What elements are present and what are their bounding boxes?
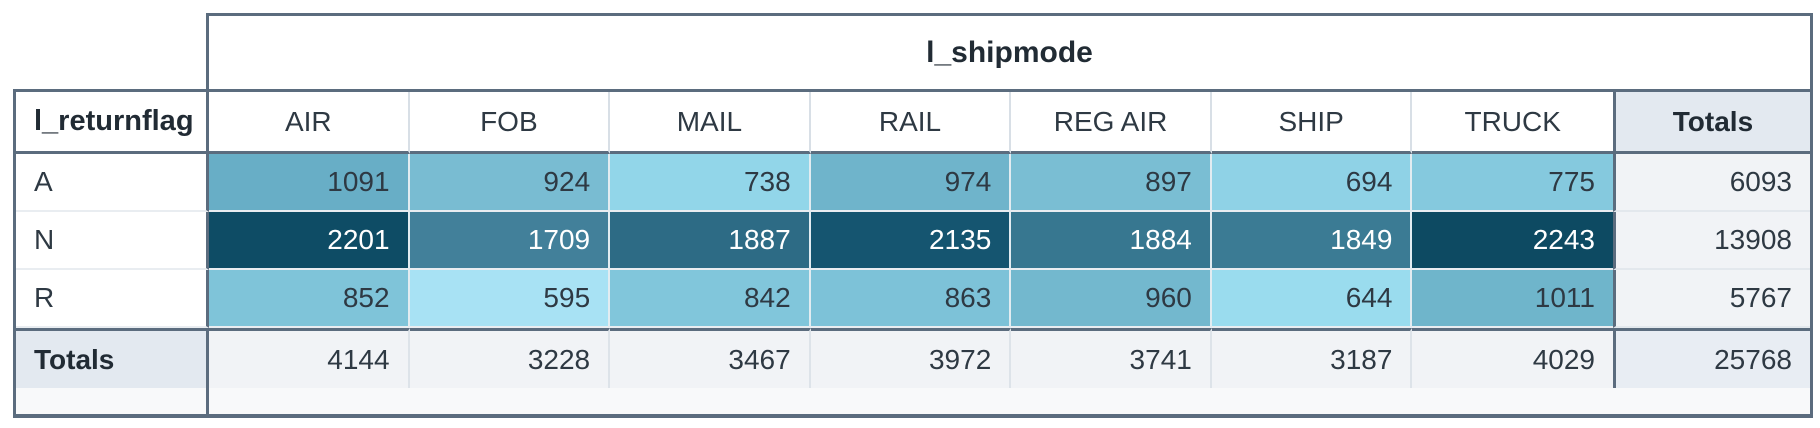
cell-n-total[interactable]: 13908: [1612, 212, 1810, 270]
cell-a-mail[interactable]: 738: [610, 154, 811, 212]
column-header-ship[interactable]: SHIP: [1211, 92, 1413, 154]
cell-r-mail[interactable]: 842: [610, 270, 811, 328]
corner-spacer: [13, 13, 206, 89]
column-header-air[interactable]: AIR: [209, 92, 410, 154]
cell-r-rail[interactable]: 863: [810, 270, 1012, 328]
column-header-fob[interactable]: FOB: [409, 92, 611, 154]
cell-r-truck[interactable]: 1011: [1412, 270, 1613, 328]
cell-a-total[interactable]: 6093: [1612, 154, 1810, 212]
cell-a-reg-air[interactable]: 897: [1011, 154, 1212, 212]
cell-a-ship[interactable]: 694: [1211, 154, 1413, 212]
column-dimension-row: l_shipmode: [13, 13, 1813, 89]
cell-n-reg-air[interactable]: 1884: [1011, 212, 1212, 270]
pivot-grid: l_returnflag AIR FOB MAIL RAIL REG AIR S…: [13, 89, 1813, 418]
cell-n-mail[interactable]: 1887: [610, 212, 811, 270]
cell-n-truck[interactable]: 2243: [1412, 212, 1613, 270]
row-header-totals[interactable]: Totals: [16, 328, 209, 388]
column-header-totals[interactable]: Totals: [1612, 92, 1810, 154]
cell-a-fob[interactable]: 924: [409, 154, 611, 212]
row-header-r[interactable]: R: [16, 270, 209, 328]
column-header-truck[interactable]: TRUCK: [1412, 92, 1613, 154]
cell-totals-air[interactable]: 4144: [209, 328, 410, 388]
cell-r-fob[interactable]: 595: [409, 270, 611, 328]
cell-totals-reg-air[interactable]: 3741: [1011, 328, 1212, 388]
bottom-spacer-row: [209, 388, 1810, 414]
cell-n-rail[interactable]: 2135: [810, 212, 1012, 270]
cell-r-ship[interactable]: 644: [1211, 270, 1413, 328]
cell-grand-total[interactable]: 25768: [1612, 328, 1810, 388]
cell-n-fob[interactable]: 1709: [409, 212, 611, 270]
column-dimension-label: l_shipmode: [926, 35, 1093, 69]
row-header-n[interactable]: N: [16, 212, 209, 270]
column-dimension-header: l_shipmode: [206, 13, 1813, 89]
cell-a-rail[interactable]: 974: [810, 154, 1012, 212]
bottom-spacer-label-cell: [16, 388, 209, 414]
column-header-mail[interactable]: MAIL: [610, 92, 811, 154]
cell-totals-mail[interactable]: 3467: [610, 328, 811, 388]
cell-totals-rail[interactable]: 3972: [810, 328, 1012, 388]
column-header-reg-air[interactable]: REG AIR: [1011, 92, 1212, 154]
cell-totals-truck[interactable]: 4029: [1412, 328, 1613, 388]
cell-totals-fob[interactable]: 3228: [409, 328, 611, 388]
cell-r-air[interactable]: 852: [209, 270, 410, 328]
cell-totals-ship[interactable]: 3187: [1211, 328, 1413, 388]
cell-r-reg-air[interactable]: 960: [1011, 270, 1212, 328]
row-dimension-label: l_returnflag: [16, 92, 209, 154]
pivot-table: l_shipmode l_returnflag AIR FOB MAIL RAI…: [13, 13, 1813, 418]
cell-n-air[interactable]: 2201: [209, 212, 410, 270]
cell-r-total[interactable]: 5767: [1612, 270, 1810, 328]
cell-n-ship[interactable]: 1849: [1211, 212, 1413, 270]
column-header-rail[interactable]: RAIL: [810, 92, 1012, 154]
cell-a-truck[interactable]: 775: [1412, 154, 1613, 212]
row-header-a[interactable]: A: [16, 154, 209, 212]
cell-a-air[interactable]: 1091: [209, 154, 410, 212]
